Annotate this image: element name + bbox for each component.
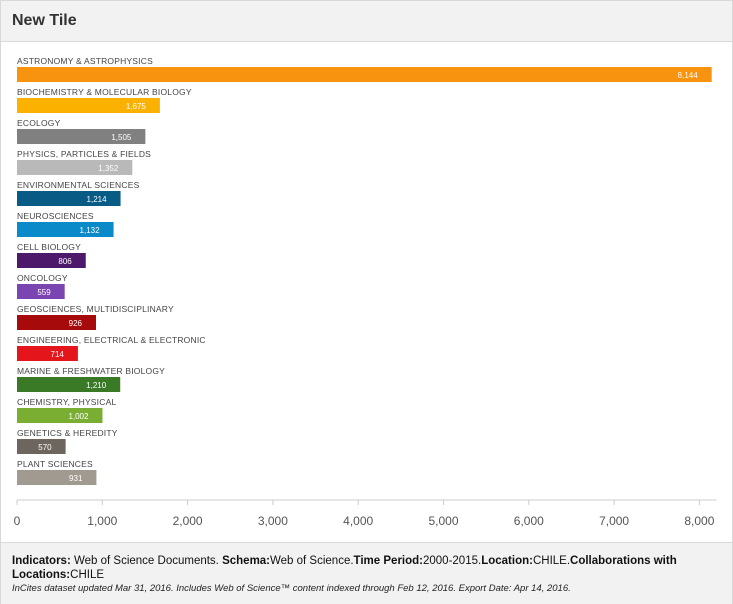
- value-label: 1,210: [86, 381, 107, 390]
- category-label: MARINE & FRESHWATER BIOLOGY: [17, 366, 165, 376]
- indicators-value: Web of Science Documents.: [70, 555, 223, 567]
- value-label: 1,505: [111, 133, 132, 142]
- collab-value: CHILE: [70, 569, 105, 581]
- x-tick-label: 7,000: [599, 514, 629, 528]
- x-tick-label: 1,000: [87, 514, 117, 528]
- location-value: CHILE.: [532, 555, 571, 567]
- bar[interactable]: [17, 408, 103, 423]
- value-label: 8,144: [678, 71, 699, 80]
- value-label: 1,132: [80, 226, 101, 235]
- x-tick-label: 2,000: [173, 514, 203, 528]
- x-tick-label: 4,000: [343, 514, 373, 528]
- value-label: 931: [69, 474, 83, 483]
- collab-label: Collaborations with Locations:: [12, 555, 677, 581]
- bars-layer: ASTRONOMY & ASTROPHYSICS 8,144 BIOCHEMISTR…: [17, 56, 712, 485]
- category-label: CHEMISTRY, PHYSICAL: [17, 397, 116, 407]
- footer-note: InCites dataset updated Mar 31, 2016. In…: [12, 583, 571, 594]
- bar[interactable]: [17, 160, 133, 175]
- x-tick-label: 3,000: [258, 514, 288, 528]
- x-tick-label: 5,000: [428, 514, 458, 528]
- value-label: 1,675: [126, 102, 147, 111]
- category-label: ENGINEERING, ELECTRICAL & ELECTRONIC: [17, 335, 206, 345]
- schema-value: Web of Science.: [270, 555, 354, 567]
- tile-header: New Tile: [1, 1, 732, 42]
- x-tick-label: 8,000: [684, 514, 714, 528]
- category-label: BIOCHEMISTRY & MOLECULAR BIOLOGY: [17, 87, 192, 97]
- x-tick-label: 6,000: [514, 514, 544, 528]
- bar-chart: ASTRONOMY & ASTROPHYSICS 8,144 BIOCHEMISTR…: [14, 56, 717, 528]
- value-label: 926: [69, 319, 83, 328]
- period-label: Time Period:: [353, 555, 423, 567]
- category-label: GENETICS & HEREDITY: [17, 428, 118, 438]
- value-label: 1,214: [87, 195, 108, 204]
- bar[interactable]: [17, 315, 96, 330]
- value-label: 559: [37, 288, 51, 297]
- value-label: 714: [51, 350, 65, 359]
- category-label: CELL BIOLOGY: [17, 242, 81, 252]
- bar[interactable]: [17, 129, 146, 144]
- bar[interactable]: [17, 191, 121, 206]
- value-label: 1,002: [68, 412, 89, 421]
- tile-footer: Indicators: Web of Science Documents. Sc…: [1, 542, 732, 604]
- category-label: ENVIRONMENTAL SCIENCES: [17, 180, 140, 190]
- tile-title[interactable]: New Tile: [12, 12, 77, 29]
- category-label: PHYSICS, PARTICLES & FIELDS: [17, 149, 151, 159]
- category-label: ONCOLOGY: [17, 273, 68, 283]
- bar[interactable]: [17, 253, 86, 268]
- bar[interactable]: [17, 470, 97, 485]
- value-label: 1,352: [98, 164, 119, 173]
- value-label: 806: [58, 257, 72, 266]
- x-tick-label: 0: [14, 514, 21, 528]
- schema-label: Schema:: [222, 555, 271, 567]
- category-label: PLANT SCIENCES: [17, 459, 93, 469]
- location-label: Location:: [481, 555, 533, 567]
- category-label: ASTRONOMY & ASTROPHYSICS: [17, 56, 153, 66]
- bar[interactable]: [17, 222, 114, 237]
- value-label: 570: [38, 443, 52, 452]
- period-value: 2000-2015.: [423, 555, 482, 567]
- category-label: GEOSCIENCES, MULTIDISCIPLINARY: [17, 304, 174, 314]
- bar[interactable]: [17, 98, 160, 113]
- x-axis: 0 1,000 2,000 3,000 4,000 5,000 6,000 7,000 8,00…: [14, 499, 717, 528]
- bar[interactable]: [17, 284, 65, 299]
- category-label: ECOLOGY: [17, 118, 61, 128]
- indicators-label: Indicators:: [12, 555, 71, 567]
- bar[interactable]: [17, 377, 121, 392]
- bar[interactable]: [17, 439, 66, 454]
- bar[interactable]: [17, 67, 712, 82]
- bar[interactable]: [17, 346, 78, 361]
- category-label: NEUROSCIENCES: [17, 211, 94, 221]
- footer-summary: Indicators: Web of Science Documents. Sc…: [12, 554, 724, 582]
